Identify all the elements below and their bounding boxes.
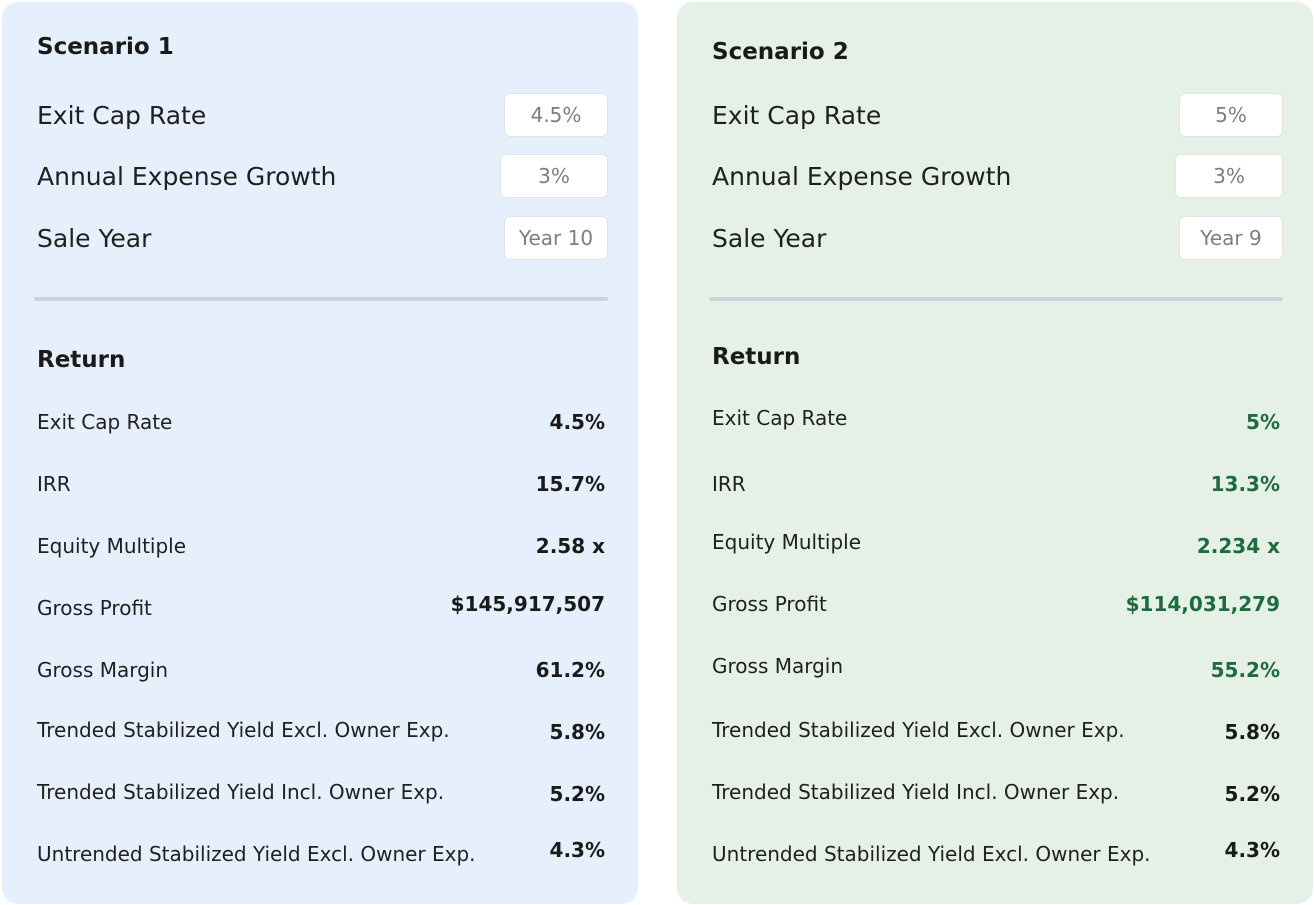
exit-cap-rate-input[interactable] [504,93,608,137]
return-label: IRR [712,472,746,496]
return-label: Untrended Stabilized Yield Excl. Owner E… [37,842,476,866]
return-row: Trended Stabilized Yield Incl. Owner Exp… [37,778,605,808]
return-row: Gross Profit $145,917,507 [37,592,605,622]
return-row: Trended Stabilized Yield Incl. Owner Exp… [712,778,1280,808]
scenario-1-title: Scenario 1 [37,34,174,60]
return-row: IRR 13.3% [712,470,1280,500]
scenario-2-title: Scenario 2 [712,39,849,65]
return-label: Exit Cap Rate [712,406,848,430]
input-row-exit-cap-rate: Exit Cap Rate [37,92,608,138]
divider [709,297,1283,301]
return-value: 5.2% [549,782,605,806]
return-value: $114,031,279 [1125,592,1280,616]
annual-expense-growth-input[interactable] [1175,154,1283,198]
return-value: 15.7% [535,472,605,496]
return-label: Trended Stabilized Yield Incl. Owner Exp… [37,780,445,804]
return-row: Untrended Stabilized Yield Excl. Owner E… [37,838,605,868]
return-label: Equity Multiple [712,530,862,554]
return-label: Trended Stabilized Yield Excl. Owner Exp… [712,718,1125,742]
return-value: 2.58 x [535,534,605,558]
input-label: Sale Year [37,223,152,253]
return-row: Exit Cap Rate 4.5% [37,408,605,438]
return-value: 5.8% [1224,720,1280,744]
return-value: $145,917,507 [450,592,605,616]
return-row: Exit Cap Rate 5% [712,406,1280,436]
return-label: Equity Multiple [37,534,187,558]
input-row-annual-expense-growth: Annual Expense Growth [712,153,1283,199]
input-row-annual-expense-growth: Annual Expense Growth [37,153,608,199]
annual-expense-growth-input[interactable] [500,154,608,198]
sale-year-input[interactable] [1179,216,1283,260]
return-value: 13.3% [1210,472,1280,496]
return-value: 2.234 x [1196,534,1280,558]
return-row: Gross Profit $114,031,279 [712,592,1280,622]
return-label: Gross Profit [712,592,827,616]
input-row-sale-year: Sale Year [712,215,1283,261]
return-value: 55.2% [1210,658,1280,682]
return-value: 5.2% [1224,782,1280,806]
scenario-1-card: Scenario 1 Exit Cap Rate Annual Expense … [2,2,638,904]
return-value: 5.8% [549,720,605,744]
return-value: 4.5% [549,410,605,434]
return-value: 61.2% [535,658,605,682]
return-value: 4.3% [549,838,605,862]
return-row: Gross Margin 61.2% [37,656,605,686]
input-label: Annual Expense Growth [37,161,337,191]
input-row-sale-year: Sale Year [37,215,608,261]
return-row: IRR 15.7% [37,470,605,500]
return-value: 5% [1246,410,1280,434]
return-row: Untrended Stabilized Yield Excl. Owner E… [712,838,1280,868]
return-title: Return [712,344,801,370]
input-label: Annual Expense Growth [712,161,1012,191]
return-row: Equity Multiple 2.58 x [37,532,605,562]
input-label: Exit Cap Rate [712,100,882,130]
input-row-exit-cap-rate: Exit Cap Rate [712,92,1283,138]
return-value: 4.3% [1224,838,1280,862]
return-row: Trended Stabilized Yield Excl. Owner Exp… [37,716,605,746]
return-label: Gross Profit [37,596,152,620]
return-label: Trended Stabilized Yield Excl. Owner Exp… [37,718,450,742]
exit-cap-rate-input[interactable] [1179,93,1283,137]
return-label: Gross Margin [712,654,844,678]
return-label: Gross Margin [37,658,169,682]
return-title: Return [37,347,126,373]
return-row: Gross Margin 55.2% [712,652,1280,682]
scenario-2-card: Scenario 2 Exit Cap Rate Annual Expense … [677,2,1313,904]
return-row: Trended Stabilized Yield Excl. Owner Exp… [712,716,1280,746]
return-label: IRR [37,472,71,496]
return-label: Exit Cap Rate [37,410,173,434]
sale-year-input[interactable] [504,216,608,260]
divider [34,297,608,301]
return-label: Untrended Stabilized Yield Excl. Owner E… [712,842,1151,866]
return-label: Trended Stabilized Yield Incl. Owner Exp… [712,780,1120,804]
return-row: Equity Multiple 2.234 x [712,529,1280,559]
input-label: Sale Year [712,223,827,253]
input-label: Exit Cap Rate [37,100,207,130]
